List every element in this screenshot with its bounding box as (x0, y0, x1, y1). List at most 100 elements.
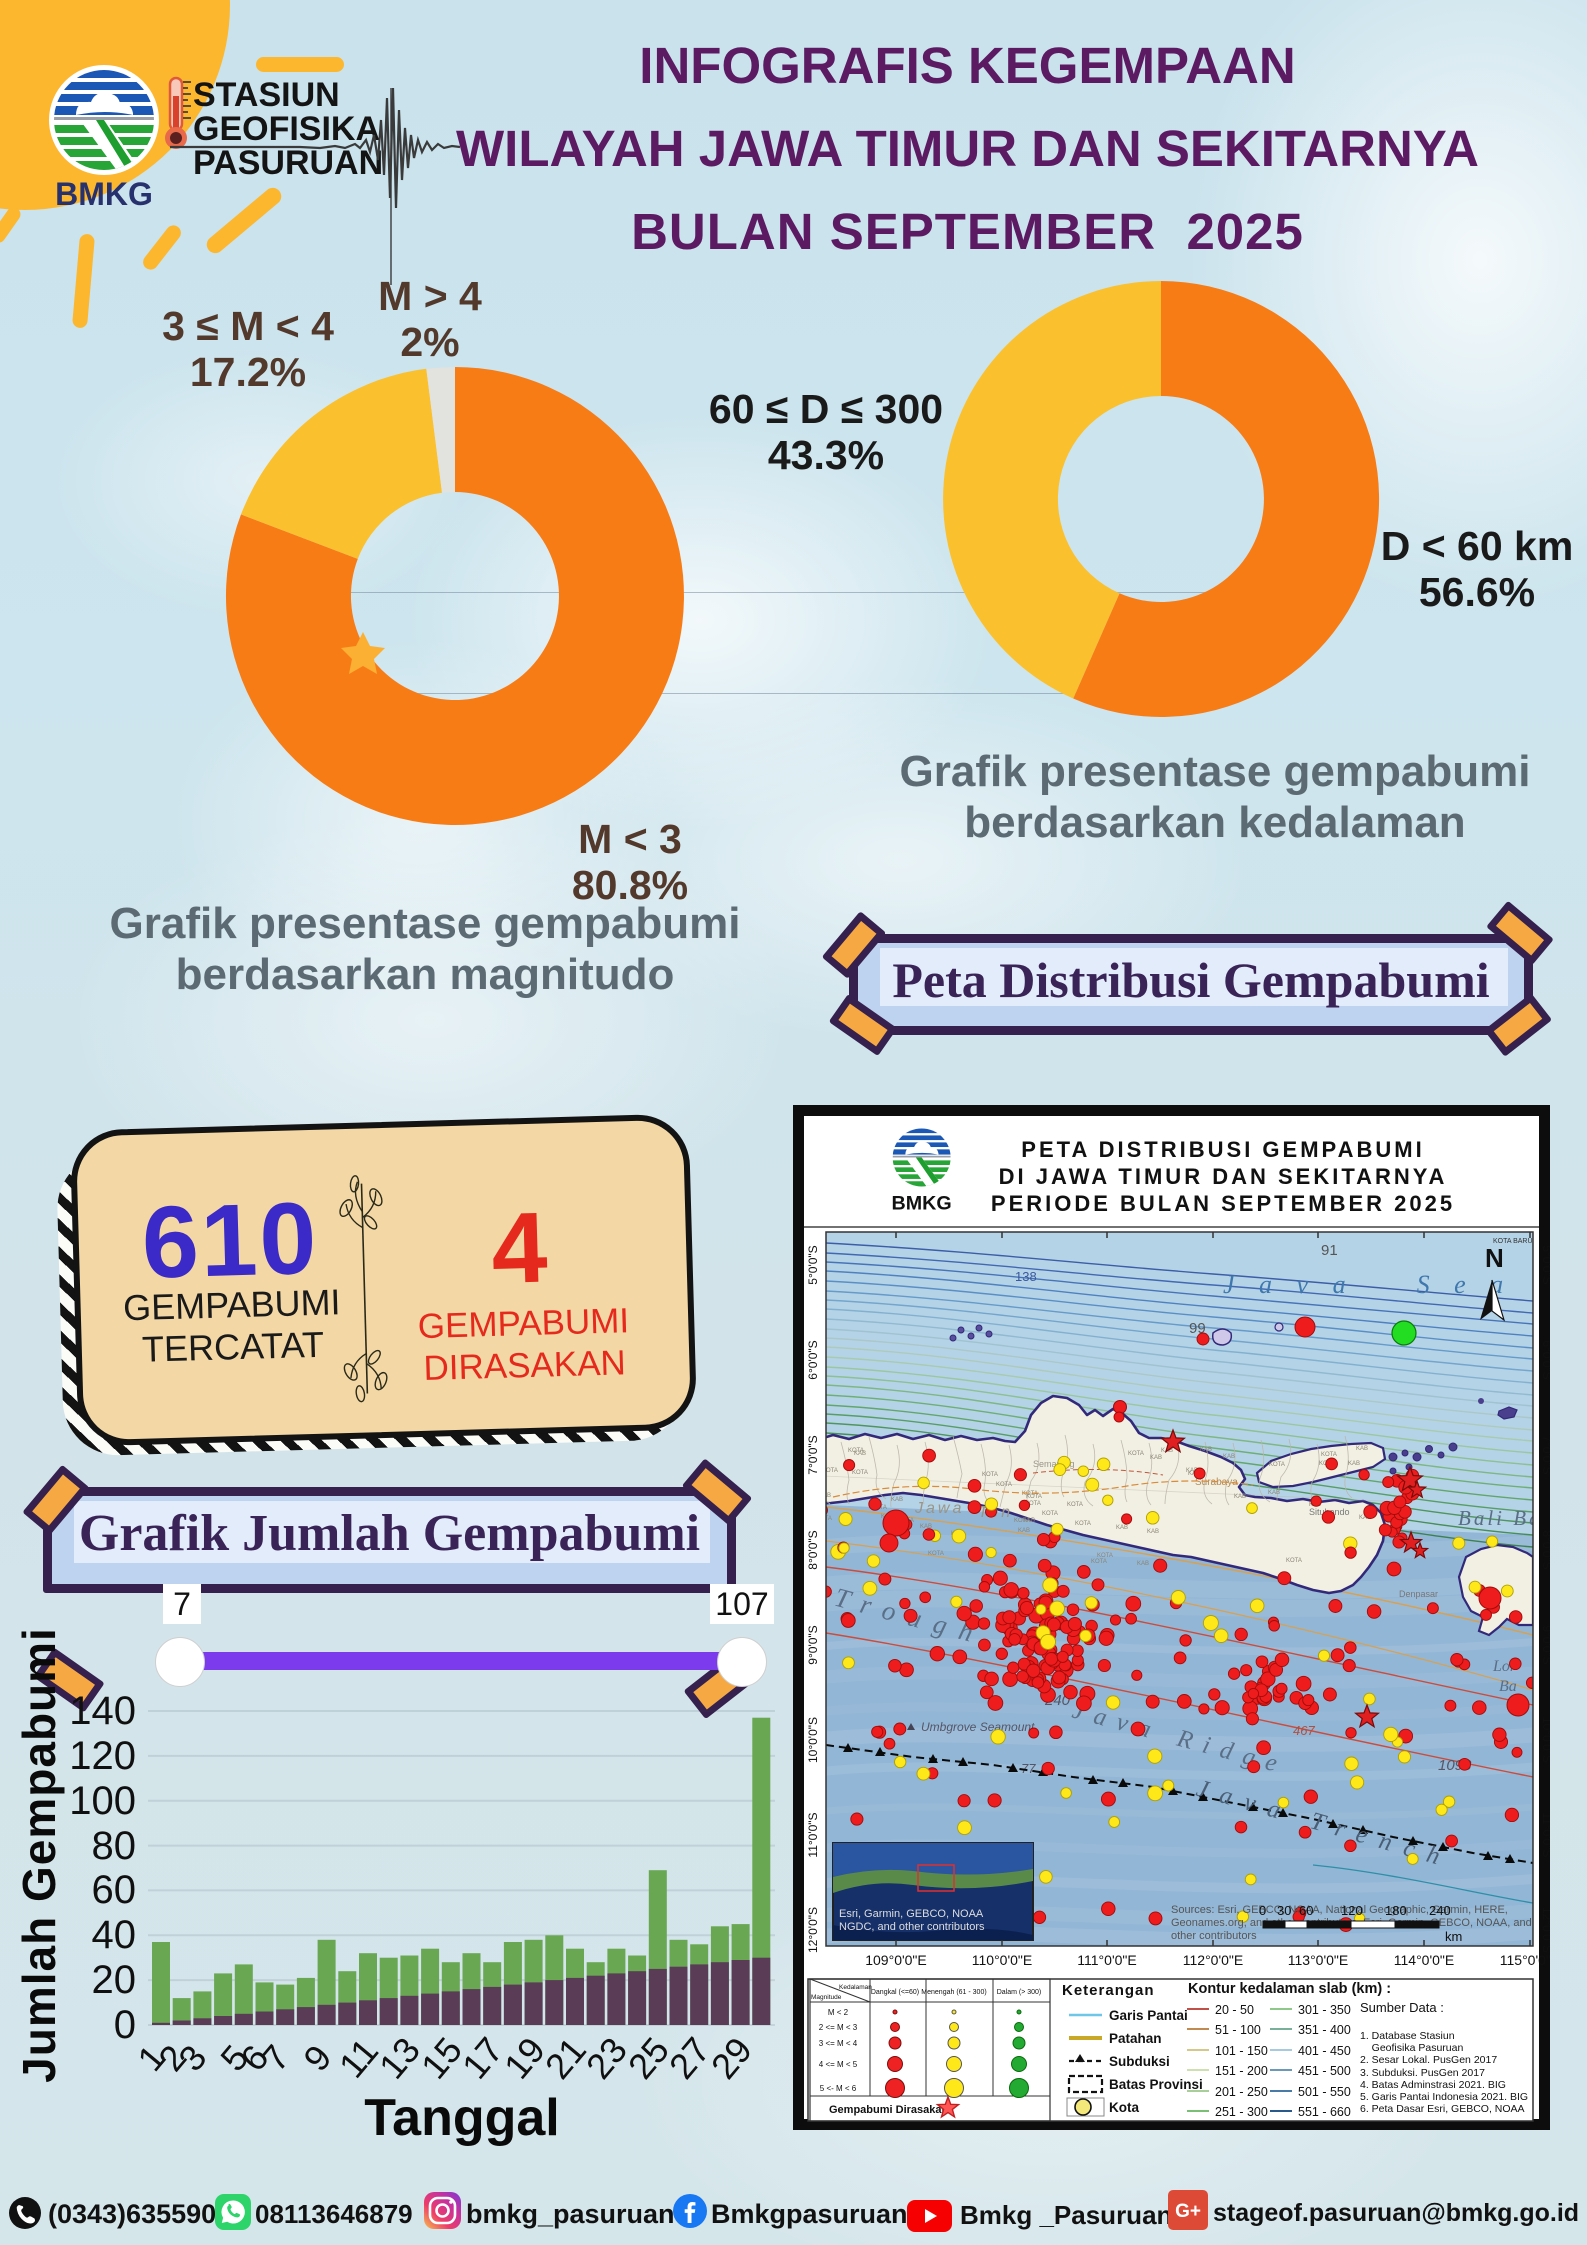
svg-text:KAB: KAB (819, 1493, 831, 1499)
svg-text:KOTA: KOTA (816, 1516, 832, 1522)
svg-text:114°0'0"E: 114°0'0"E (1394, 1952, 1454, 1968)
svg-text:J a v a S e a: J a v a S e a (1223, 1270, 1512, 1299)
svg-text:Magnitude: Magnitude (811, 1994, 842, 2001)
svg-text:KAB: KAB (891, 1497, 903, 1503)
svg-text:20: 20 (92, 1958, 137, 2002)
svg-text:9°0'0"S: 9°0'0"S (806, 1625, 820, 1664)
svg-text:Sources: Esri, GEBCO, NOAA, Na: Sources: Esri, GEBCO, NOAA, National Geo… (1171, 1904, 1508, 1916)
svg-text:BMKG: BMKG (55, 176, 153, 212)
svg-text:Semarang: Semarang (1033, 1459, 1075, 1469)
svg-text:Dalam (> 300): Dalam (> 300) (997, 1989, 1042, 1996)
svg-text:51 - 100: 51 - 100 (1215, 2023, 1261, 2037)
svg-text:Geofisika Pasuruan: Geofisika Pasuruan (1360, 2042, 1463, 2054)
svg-text:KOTA: KOTA (852, 1470, 868, 1476)
svg-text:30: 30 (1277, 1903, 1291, 1918)
svg-text:20 - 50: 20 - 50 (1215, 2003, 1254, 2017)
svg-text:KOTA: KOTA (1025, 1501, 1041, 1507)
svg-text:KOTA: KOTA (996, 1482, 1012, 1488)
svg-text:9°0'0"S: 9°0'0"S (1540, 1625, 1550, 1664)
svg-text:KAB: KAB (1018, 1528, 1030, 1534)
svg-text:other contributors: other contributors (1171, 1930, 1257, 1942)
svg-text:KAB: KAB (1137, 1561, 1149, 1567)
svg-text:KAB: KAB (1359, 1515, 1371, 1521)
svg-text:6°0'0"S: 6°0'0"S (806, 1340, 820, 1379)
svg-text:401 - 450: 401 - 450 (1298, 2044, 1351, 2058)
svg-text:3 <= M < 4: 3 <= M < 4 (819, 2039, 858, 2048)
svg-text:80: 80 (92, 1824, 137, 1868)
svg-text:8°0'0"S: 8°0'0"S (1540, 1530, 1550, 1569)
svg-text:8°0'0"S: 8°0'0"S (806, 1530, 820, 1569)
svg-text:10°0'0"S: 10°0'0"S (806, 1717, 820, 1763)
svg-text:5 <- M < 6: 5 <- M < 6 (820, 2084, 857, 2093)
svg-text:5. Garis Pantai Indonesia 2021: 5. Garis Pantai Indonesia 2021. BIG (1360, 2091, 1528, 2103)
svg-text:KOTA: KOTA (1097, 1553, 1113, 1559)
svg-text:KAB: KAB (1356, 1446, 1368, 1452)
svg-text:Dangkal (<=60): Dangkal (<=60) (871, 1989, 919, 1996)
svg-text:7°0'0"S: 7°0'0"S (806, 1435, 820, 1474)
svg-text:110°0'0"E: 110°0'0"E (972, 1952, 1032, 1968)
svg-text:Bali Bas: Bali Bas (1458, 1506, 1550, 1530)
svg-text:Subduksi: Subduksi (1109, 2054, 1170, 2069)
svg-text:Patahan: Patahan (1109, 2031, 1162, 2046)
svg-text:M < 2: M < 2 (828, 2008, 849, 2017)
svg-text:BMKG: BMKG (892, 1193, 952, 1215)
svg-text:12°0'0"S: 12°0'0"S (806, 1907, 820, 1953)
svg-text:10°0'0"S: 10°0'0"S (1540, 1717, 1550, 1763)
svg-text:KOTA: KOTA (1067, 1502, 1083, 1508)
svg-text:KOTA: KOTA (1022, 1491, 1038, 1497)
svg-text:PETA DISTRIBUSI GEMPABUMI: PETA DISTRIBUSI GEMPABUMI (1021, 1137, 1424, 1162)
svg-text:Jumlah Gempabumi: Jumlah Gempabumi (13, 1627, 65, 2083)
svg-text:Jawa: Jawa (914, 1500, 964, 1517)
svg-text:KAB: KAB (854, 1451, 866, 1457)
svg-text:151 - 200: 151 - 200 (1215, 2064, 1268, 2078)
svg-text:Surabaya: Surabaya (1195, 1477, 1238, 1488)
svg-text:11°0'0"S: 11°0'0"S (806, 1812, 820, 1857)
svg-text:DI JAWA TIMUR DAN SEKITARNYA: DI JAWA TIMUR DAN SEKITARNYA (999, 1164, 1448, 1189)
svg-text:KAB: KAB (1268, 1490, 1280, 1496)
svg-text:KAB: KAB (1150, 1455, 1162, 1461)
svg-text:KOTA: KOTA (848, 1448, 864, 1454)
svg-text:3. Subduksi. PusGen 2017: 3. Subduksi. PusGen 2017 (1360, 2067, 1485, 2079)
svg-text:Denpasar: Denpasar (1399, 1589, 1438, 1599)
svg-text:Menengah (61 - 300): Menengah (61 - 300) (921, 1989, 986, 1996)
svg-text:115°0'0"E: 115°0'0"E (1500, 1952, 1550, 1968)
svg-text:60: 60 (92, 1868, 137, 1912)
svg-text:29: 29 (703, 2029, 760, 2086)
svg-text:100: 100 (69, 1779, 136, 1823)
svg-text:Kota: Kota (1109, 2100, 1139, 2115)
svg-text:11°0'0"S: 11°0'0"S (1540, 1812, 1550, 1857)
svg-text:KOTA: KOTA (1091, 1559, 1107, 1565)
svg-text:G+: G+ (1175, 2201, 1201, 2222)
svg-text:NGDC, and other contributors: NGDC, and other contributors (839, 1921, 985, 1933)
svg-text:501 - 550: 501 - 550 (1298, 2085, 1351, 2099)
svg-text:KAB: KAB (1200, 1447, 1212, 1453)
svg-text:Gempabumi Dirasakan: Gempabumi Dirasakan (829, 2104, 948, 2116)
svg-text:301 - 350: 301 - 350 (1298, 2003, 1351, 2017)
svg-text:KOTA: KOTA (1286, 1558, 1302, 1564)
svg-text:KOTA BARU: KOTA BARU (1493, 1238, 1533, 1245)
svg-text:120: 120 (1341, 1903, 1363, 1918)
svg-text:551 - 660: 551 - 660 (1298, 2105, 1351, 2119)
svg-text:KAB: KAB (1234, 1494, 1246, 1500)
svg-text:112°0'0"E: 112°0'0"E (1183, 1952, 1243, 1968)
svg-text:0: 0 (114, 2003, 136, 2047)
svg-text:KOTA: KOTA (1269, 1462, 1285, 1468)
svg-text:KOTA: KOTA (982, 1472, 998, 1478)
svg-text:KOTA: KOTA (1321, 1452, 1337, 1458)
svg-text:111°0'0"E: 111°0'0"E (1077, 1952, 1136, 1968)
svg-text:6. Peta Dasar Esri, GEBCO, NOA: 6. Peta Dasar Esri, GEBCO, NOAA (1360, 2103, 1525, 2115)
svg-text:KAB: KAB (1223, 1454, 1235, 1460)
svg-text:KAB: KAB (1348, 1461, 1360, 1467)
svg-text:12°0'0"S: 12°0'0"S (1540, 1907, 1550, 1953)
svg-text:451 - 500: 451 - 500 (1298, 2064, 1351, 2078)
svg-text:Tanggal: Tanggal (364, 2089, 559, 2147)
svg-text:KAB: KAB (1147, 1529, 1159, 1535)
svg-text:6°0'0"S: 6°0'0"S (1540, 1340, 1550, 1379)
svg-text:N: N (1485, 1243, 1504, 1273)
svg-text:5°0'0"S: 5°0'0"S (806, 1245, 820, 1284)
svg-text:KAB: KAB (1023, 1518, 1035, 1524)
svg-text:Keterangan: Keterangan (1062, 1982, 1155, 1999)
svg-text:Kontur kedalaman slab (km) :: Kontur kedalaman slab (km) : (1188, 1981, 1391, 1997)
svg-text:113°0'0"E: 113°0'0"E (1288, 1952, 1348, 1968)
svg-text:2 <= M < 3: 2 <= M < 3 (819, 2023, 858, 2032)
